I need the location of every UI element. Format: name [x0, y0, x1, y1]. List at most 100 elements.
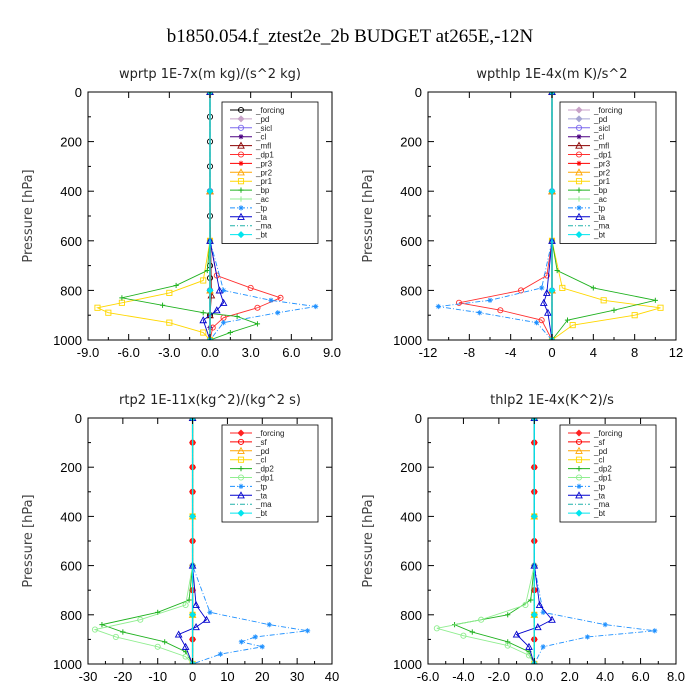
figure-title: b1850.054.f_ztest2e_2b BUDGET at265E,-12… — [167, 26, 534, 47]
legend-entry: _bt — [255, 509, 268, 518]
data-point — [539, 298, 548, 306]
legend-entry: _ma — [593, 222, 610, 231]
legend-entry: _ta — [255, 491, 268, 500]
panel-title: wprtp 1E-7x(m kg)/(s^2 kg) — [119, 67, 301, 82]
series-line-ta — [202, 92, 225, 340]
legend-entry: _cl — [255, 133, 266, 142]
series-group — [433, 418, 658, 664]
data-point — [268, 297, 274, 303]
legend: _forcing_pd_sicl_cl_mfl_dp1_pr3_pr2_pr1_… — [221, 101, 319, 244]
data-point — [166, 289, 173, 296]
legend-entry: _forcing — [593, 429, 622, 438]
legend-entry: _pr1 — [593, 177, 611, 186]
y-tick-label: 1000 — [53, 333, 82, 348]
legend-marker — [576, 196, 582, 202]
data-point — [505, 639, 511, 645]
legend-marker — [575, 212, 583, 220]
legend-marker — [575, 491, 583, 499]
x-tick-label: 0 — [548, 345, 555, 360]
x-tick-label: 4 — [590, 345, 597, 360]
legend-marker — [575, 141, 583, 149]
y-tick-label: 200 — [400, 460, 422, 475]
legend-marker — [238, 134, 244, 140]
legend-entry: _sf — [593, 438, 605, 447]
x-tick-label: 0.0 — [201, 345, 219, 360]
legend-marker — [237, 151, 245, 158]
data-point — [186, 597, 192, 603]
x-tick-label: 12 — [669, 345, 683, 360]
legend-entry: _forcing — [593, 106, 622, 115]
data-point — [548, 286, 556, 294]
data-point — [112, 633, 119, 640]
y-tick-label: 800 — [400, 283, 422, 298]
data-point — [254, 304, 261, 311]
data-point — [182, 601, 189, 609]
legend-marker — [237, 491, 245, 499]
legend-entry: _sf — [255, 438, 267, 447]
y-tick-label: 0 — [415, 85, 422, 100]
legend-entry: _bt — [593, 509, 606, 518]
x-tick-label: -4.0 — [452, 669, 474, 684]
x-tick-label: 20 — [255, 669, 269, 684]
legend-marker — [237, 456, 245, 463]
legend-entry: _mfl — [255, 142, 271, 151]
data-point — [220, 320, 227, 326]
data-point — [137, 616, 144, 623]
data-point — [254, 321, 261, 327]
legend-box — [221, 424, 319, 523]
data-point — [212, 306, 221, 314]
y-tick-label: 600 — [60, 234, 82, 249]
series-line-tp — [192, 418, 308, 664]
legend-entry: _bt — [593, 231, 606, 240]
data-point — [657, 304, 664, 311]
legend-marker — [575, 474, 583, 481]
legend-entry: _pr1 — [255, 177, 273, 186]
series-line-ta — [515, 418, 553, 664]
legend-marker — [576, 466, 582, 472]
data-point — [600, 297, 607, 304]
series-line-dp1 — [436, 418, 535, 664]
data-point — [189, 512, 197, 520]
data-point — [199, 316, 208, 324]
legend-entry: _cl — [593, 456, 604, 465]
data-point — [533, 623, 542, 631]
data-point — [554, 267, 560, 274]
x-tick-label: -12 — [419, 345, 438, 360]
data-point — [259, 644, 265, 650]
chart-panel-3: rtp2 1E-11x(kg^2)/(kg^2 s) -30 -20 -10 0 10 20… — [21, 393, 339, 684]
series-group — [435, 92, 664, 340]
data-point — [455, 299, 463, 306]
x-tick-label: 8 — [631, 345, 638, 360]
legend-marker — [237, 509, 245, 517]
legend-marker — [237, 106, 245, 114]
data-point — [497, 307, 504, 314]
data-point — [189, 611, 197, 619]
legend-entry: _pd — [593, 447, 607, 456]
data-point — [200, 277, 207, 284]
legend-marker — [237, 446, 245, 454]
x-tick-label: -4 — [505, 345, 517, 360]
y-tick-label: 400 — [400, 509, 422, 524]
data-point — [159, 302, 166, 308]
data-point — [200, 310, 206, 316]
legend-entry: _cl — [255, 456, 266, 465]
legend-marker — [237, 429, 245, 437]
legend-entry: _forcing — [255, 106, 284, 115]
data-point — [305, 628, 311, 634]
data-point — [478, 616, 485, 623]
legend-marker — [237, 178, 245, 185]
x-tick-label: -10 — [148, 669, 167, 684]
legend-entry: _bp — [593, 186, 608, 195]
data-point — [533, 320, 540, 326]
data-point — [542, 288, 551, 296]
legend-marker — [576, 205, 582, 211]
data-point — [99, 622, 105, 628]
legend-entry: _mfl — [593, 142, 609, 151]
legend-entry: _cl — [593, 133, 604, 142]
data-point — [504, 642, 511, 649]
legend-marker — [575, 509, 583, 517]
legend-marker — [237, 231, 245, 239]
data-point — [192, 623, 200, 631]
y-tick-label: 400 — [400, 184, 422, 199]
legend-marker — [238, 160, 244, 166]
